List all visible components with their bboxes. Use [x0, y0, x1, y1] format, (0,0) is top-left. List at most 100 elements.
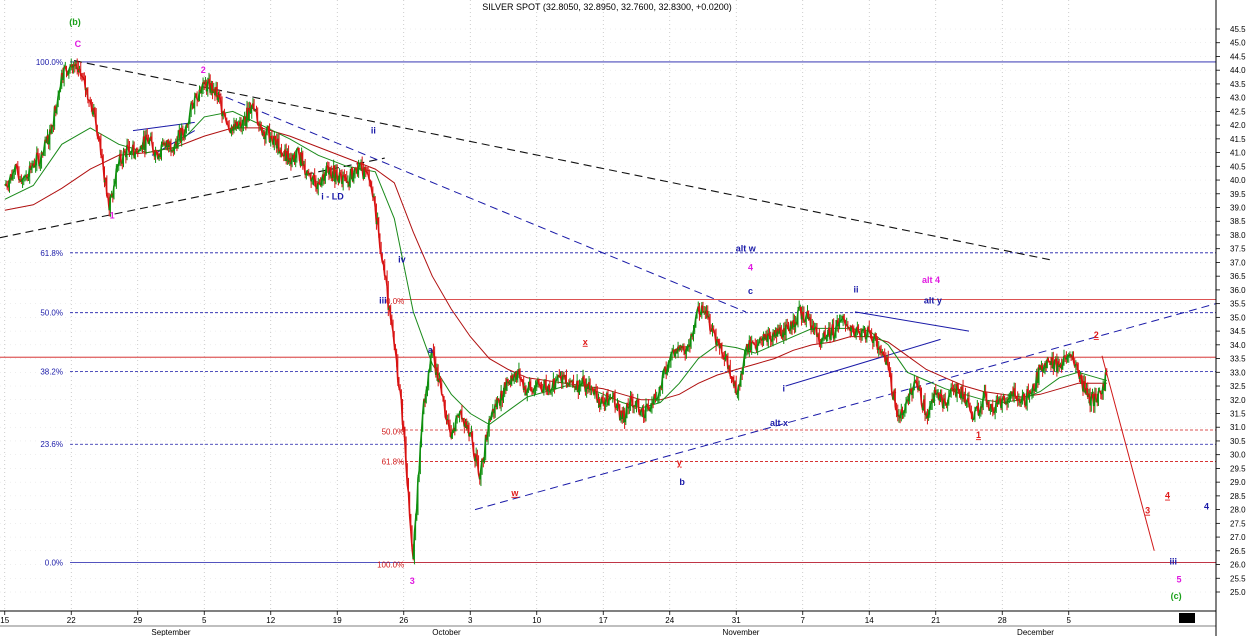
y-tick-label: 37.0 [1230, 258, 1246, 267]
y-tick-label: 40.5 [1230, 162, 1246, 171]
wave-label: y [677, 458, 682, 468]
red-fib-label: 50.0% [382, 427, 405, 436]
fib-level-label: 23.6% [40, 440, 63, 449]
wave-label: c [748, 286, 753, 296]
y-tick-label: 39.0 [1230, 204, 1246, 213]
x-tick-label: 22 [67, 616, 76, 625]
current-bar-marker [1179, 613, 1195, 623]
x-tick-label: 28 [998, 616, 1007, 625]
y-tick-label: 36.0 [1230, 286, 1246, 295]
x-tick-label: 17 [599, 616, 608, 625]
y-tick-label: 27.5 [1230, 519, 1246, 528]
y-tick-label: 41.0 [1230, 149, 1246, 158]
y-tick-label: 32.5 [1230, 382, 1246, 391]
x-tick-label: 7 [801, 616, 806, 625]
wave-label: 2 [201, 65, 206, 75]
x-tick-label: 14 [865, 616, 874, 625]
red-fib-label: 0.0% [386, 297, 404, 306]
y-tick-label: 42.5 [1230, 107, 1246, 116]
y-tick-label: 43.5 [1230, 80, 1246, 89]
x-tick-label: 12 [266, 616, 275, 625]
month-label: November [723, 628, 760, 636]
y-tick-label: 36.5 [1230, 272, 1246, 281]
y-tick-label: 32.0 [1230, 396, 1246, 405]
y-tick-label: 44.5 [1230, 52, 1246, 61]
wave-label: (c) [1171, 591, 1182, 601]
x-tick-label: 26 [399, 616, 408, 625]
wave-label: b [679, 477, 685, 487]
y-tick-label: 34.5 [1230, 327, 1246, 336]
wave-label: alt w [736, 243, 757, 253]
y-tick-label: 28.5 [1230, 492, 1246, 501]
fib-level-label: 0.0% [45, 559, 63, 568]
wave-label: (b) [69, 17, 81, 27]
y-tick-label: 41.5 [1230, 135, 1246, 144]
wave-label: ii [853, 285, 858, 295]
y-tick-label: 43.0 [1230, 94, 1246, 103]
y-tick-label: 31.5 [1230, 409, 1246, 418]
month-label: December [1017, 628, 1054, 636]
y-tick-label: 44.0 [1230, 66, 1246, 75]
y-tick-label: 33.5 [1230, 355, 1246, 364]
y-tick-label: 45.5 [1230, 25, 1246, 34]
fib-level-label: 100.0% [36, 58, 63, 67]
y-tick-label: 31.0 [1230, 423, 1246, 432]
wave-label: iii [1169, 557, 1177, 567]
x-tick-label: 10 [532, 616, 541, 625]
wave-label: 3 [1145, 506, 1150, 516]
wave-label: 3 [410, 576, 415, 586]
y-tick-label: 29.0 [1230, 478, 1246, 487]
x-tick-label: 3 [468, 616, 473, 625]
y-tick-label: 38.5 [1230, 217, 1246, 226]
y-tick-label: 26.5 [1230, 547, 1246, 556]
y-tick-label: 35.5 [1230, 300, 1246, 309]
y-tick-label: 28.0 [1230, 506, 1246, 515]
wave-label: w [510, 488, 519, 498]
month-label: September [151, 628, 190, 636]
chart-title: SILVER SPOT (32.8050, 32.8950, 32.7600, … [482, 2, 732, 12]
y-tick-label: 26.0 [1230, 561, 1246, 570]
y-tick-label: 35.0 [1230, 313, 1246, 322]
wave-label: 4 [1165, 491, 1170, 501]
wave-label: 4 [748, 263, 753, 273]
y-tick-label: 37.5 [1230, 245, 1246, 254]
x-tick-label: 21 [931, 616, 940, 625]
y-tick-label: 25.0 [1230, 588, 1246, 597]
x-tick-label: 19 [333, 616, 342, 625]
wave-label: 1 [110, 210, 115, 220]
y-tick-label: 30.0 [1230, 451, 1246, 460]
y-tick-label: 25.5 [1230, 574, 1246, 583]
fib-level-label: 50.0% [40, 309, 63, 318]
x-tick-label: 24 [665, 616, 674, 625]
x-tick-label: 31 [732, 616, 741, 625]
y-tick-label: 42.0 [1230, 121, 1246, 130]
fib-level-label: 61.8% [40, 249, 63, 258]
wave-label: alt y [924, 296, 942, 306]
red-fib-label: 100.0% [377, 561, 404, 570]
wave-label: alt x [770, 418, 788, 428]
wave-label: 5 [1176, 574, 1181, 584]
red-fib-label: 61.8% [382, 458, 405, 467]
x-tick-label: 15 [0, 616, 9, 625]
y-tick-label: 40.0 [1230, 176, 1246, 185]
x-tick-label: 5 [1067, 616, 1072, 625]
wave-label: i - LD [321, 191, 344, 201]
x-tick-label: 5 [202, 616, 207, 625]
y-tick-label: 45.0 [1230, 39, 1246, 48]
wave-label: alt 4 [922, 275, 940, 285]
y-tick-label: 29.5 [1230, 464, 1246, 473]
wave-label: iii [379, 296, 387, 306]
wave-label: 4 [1204, 502, 1209, 512]
wave-label: C [75, 39, 82, 49]
wave-label: 1 [976, 430, 981, 440]
y-tick-label: 33.0 [1230, 368, 1246, 377]
y-tick-label: 30.5 [1230, 437, 1246, 446]
y-tick-label: 39.5 [1230, 190, 1246, 199]
wave-label: iv [398, 254, 406, 264]
wave-label: i [782, 384, 785, 394]
wave-label: ii [371, 125, 376, 135]
wave-label: 2 [1094, 330, 1099, 340]
